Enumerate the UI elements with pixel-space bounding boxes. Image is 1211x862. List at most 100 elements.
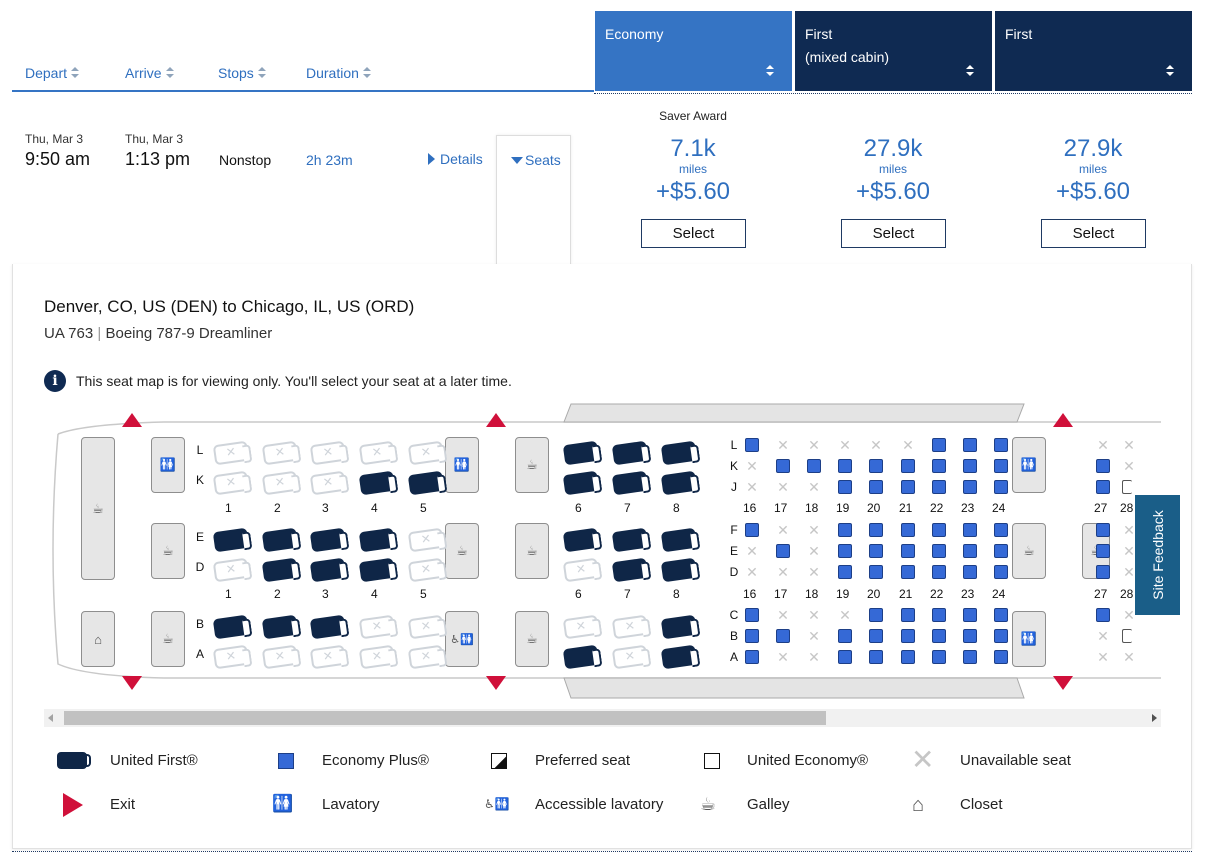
economy-plus-seat[interactable] <box>994 608 1008 622</box>
first-seat[interactable] <box>562 644 600 670</box>
economy-plus-seat[interactable] <box>838 480 852 494</box>
first-seat[interactable] <box>660 527 698 553</box>
first-seat[interactable]: ✕ <box>261 470 299 496</box>
economy-plus-seat[interactable] <box>745 650 759 664</box>
economy-plus-seat[interactable] <box>932 565 946 579</box>
economy-plus-seat[interactable] <box>869 523 883 537</box>
first-seat[interactable]: ✕ <box>562 614 600 640</box>
economy-plus-seat[interactable] <box>994 523 1008 537</box>
economy-plus-seat[interactable] <box>994 544 1008 558</box>
first-seat[interactable] <box>562 527 600 553</box>
first-seat[interactable] <box>309 614 347 640</box>
economy-plus-seat[interactable] <box>1096 544 1110 558</box>
economy-plus-seat[interactable] <box>745 629 759 643</box>
first-seat[interactable] <box>407 470 445 496</box>
first-seat[interactable]: ✕ <box>407 614 445 640</box>
first-seat[interactable] <box>358 527 396 553</box>
economy-plus-seat[interactable] <box>869 629 883 643</box>
economy-plus-seat[interactable] <box>932 608 946 622</box>
economy-seat[interactable] <box>1122 629 1132 643</box>
first-seat[interactable]: ✕ <box>212 440 250 466</box>
details-link[interactable]: Details <box>428 151 483 167</box>
economy-plus-seat[interactable] <box>901 459 915 473</box>
first-seat[interactable]: ✕ <box>407 527 445 553</box>
first-seat[interactable] <box>611 470 649 496</box>
first-seat[interactable] <box>611 557 649 583</box>
sort-depart[interactable]: Depart <box>25 65 80 81</box>
economy-plus-seat[interactable] <box>1096 565 1110 579</box>
economy-plus-seat[interactable] <box>901 544 915 558</box>
economy-plus-seat[interactable] <box>745 523 759 537</box>
site-feedback-button[interactable]: Site Feedback <box>1135 495 1180 615</box>
economy-plus-seat[interactable] <box>901 608 915 622</box>
economy-plus-seat[interactable] <box>1096 608 1110 622</box>
economy-plus-seat[interactable] <box>1096 459 1110 473</box>
economy-plus-seat[interactable] <box>994 480 1008 494</box>
economy-plus-seat[interactable] <box>901 523 915 537</box>
economy-plus-seat[interactable] <box>776 629 790 643</box>
first-seat[interactable]: ✕ <box>358 644 396 670</box>
first-seat[interactable]: ✕ <box>261 440 299 466</box>
economy-plus-seat[interactable] <box>901 480 915 494</box>
first-seat[interactable]: ✕ <box>611 644 649 670</box>
economy-plus-seat[interactable] <box>776 544 790 558</box>
first-seat[interactable]: ✕ <box>611 614 649 640</box>
economy-plus-seat[interactable] <box>963 629 977 643</box>
economy-plus-seat[interactable] <box>901 629 915 643</box>
economy-plus-seat[interactable] <box>963 565 977 579</box>
economy-plus-seat[interactable] <box>994 629 1008 643</box>
first-seat[interactable] <box>660 614 698 640</box>
first-seat[interactable] <box>358 470 396 496</box>
economy-plus-seat[interactable] <box>838 565 852 579</box>
economy-plus-seat[interactable] <box>745 608 759 622</box>
economy-plus-seat[interactable] <box>901 565 915 579</box>
economy-plus-seat[interactable] <box>963 544 977 558</box>
economy-plus-seat[interactable] <box>994 438 1008 452</box>
economy-plus-seat[interactable] <box>838 650 852 664</box>
first-seat[interactable]: ✕ <box>562 557 600 583</box>
economy-plus-seat[interactable] <box>994 565 1008 579</box>
economy-plus-seat[interactable] <box>994 459 1008 473</box>
economy-plus-seat[interactable] <box>838 629 852 643</box>
first-seat[interactable]: ✕ <box>212 470 250 496</box>
fare-header-first-mixed[interactable]: First (mixed cabin) <box>795 11 992 91</box>
first-seat[interactable]: ✕ <box>358 440 396 466</box>
economy-seat[interactable] <box>1122 480 1132 494</box>
first-seat[interactable] <box>611 440 649 466</box>
economy-plus-seat[interactable] <box>745 438 759 452</box>
seats-tab[interactable]: Seats <box>496 135 571 266</box>
first-seat[interactable] <box>660 470 698 496</box>
economy-plus-seat[interactable] <box>963 650 977 664</box>
first-seat[interactable] <box>562 440 600 466</box>
first-seat[interactable]: ✕ <box>407 644 445 670</box>
select-first-button[interactable]: Select <box>1041 219 1146 248</box>
economy-plus-seat[interactable] <box>932 459 946 473</box>
first-seat[interactable] <box>562 470 600 496</box>
economy-plus-seat[interactable] <box>869 544 883 558</box>
economy-plus-seat[interactable] <box>963 459 977 473</box>
economy-plus-seat[interactable] <box>963 480 977 494</box>
first-seat[interactable] <box>660 440 698 466</box>
first-seat[interactable]: ✕ <box>309 440 347 466</box>
fare-header-first[interactable]: First <box>995 11 1192 91</box>
first-seat[interactable] <box>358 557 396 583</box>
first-seat[interactable] <box>261 557 299 583</box>
first-seat[interactable] <box>212 527 250 553</box>
economy-plus-seat[interactable] <box>963 608 977 622</box>
first-seat[interactable] <box>660 557 698 583</box>
first-seat[interactable] <box>309 527 347 553</box>
economy-plus-seat[interactable] <box>932 629 946 643</box>
economy-plus-seat[interactable] <box>901 650 915 664</box>
economy-plus-seat[interactable] <box>932 523 946 537</box>
scrollbar-thumb[interactable] <box>64 711 826 725</box>
economy-plus-seat[interactable] <box>932 650 946 664</box>
first-seat[interactable] <box>309 557 347 583</box>
first-seat[interactable] <box>261 527 299 553</box>
scroll-left-icon[interactable] <box>48 714 53 722</box>
first-seat[interactable] <box>611 527 649 553</box>
sort-arrive[interactable]: Arrive <box>125 65 174 81</box>
economy-plus-seat[interactable] <box>838 459 852 473</box>
fare-header-economy[interactable]: Economy <box>595 11 792 91</box>
economy-plus-seat[interactable] <box>932 480 946 494</box>
economy-plus-seat[interactable] <box>869 565 883 579</box>
